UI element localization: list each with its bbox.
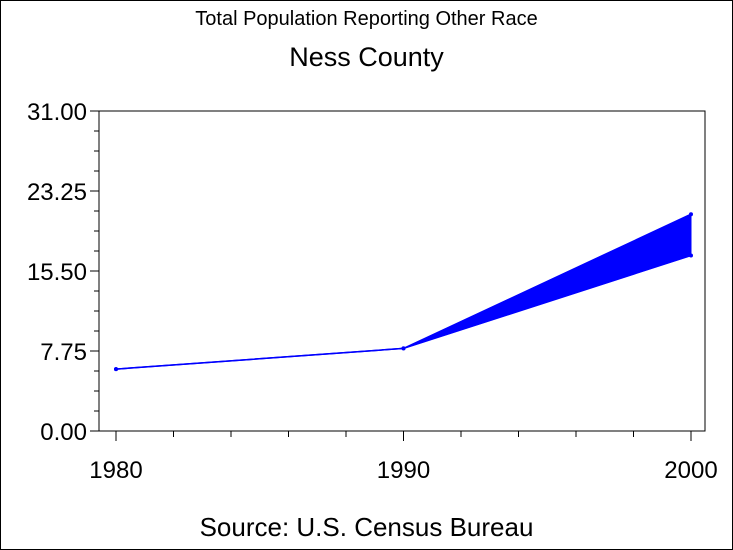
- chart-title: Total Population Reporting Other Race: [195, 8, 538, 30]
- x-tick-label: 1980: [89, 457, 142, 484]
- series-line: [115, 213, 692, 370]
- data-point: [114, 367, 118, 372]
- series-range-band: [115, 213, 692, 370]
- x-tick-label: 1990: [377, 457, 430, 484]
- y-tick-label: 7.75: [40, 339, 87, 366]
- y-tick-label: 15.50: [27, 259, 87, 286]
- x-tick-label: 2000: [664, 457, 717, 484]
- y-tick-label: 0.00: [40, 419, 87, 446]
- series-layer: [114, 212, 693, 372]
- data-point: [689, 253, 693, 258]
- x-axis: 1980 1990 2000: [89, 431, 718, 484]
- y-tick-label: 31.00: [27, 99, 87, 126]
- data-point: [401, 346, 406, 351]
- data-point: [689, 212, 693, 217]
- chart-subtitle: Ness County: [289, 42, 444, 72]
- y-axis: 0.00 7.75 15.50 23.25 31.00: [27, 99, 99, 446]
- chart-source: Source: U.S. Census Bureau: [199, 512, 534, 542]
- y-tick-label: 23.25: [27, 179, 87, 206]
